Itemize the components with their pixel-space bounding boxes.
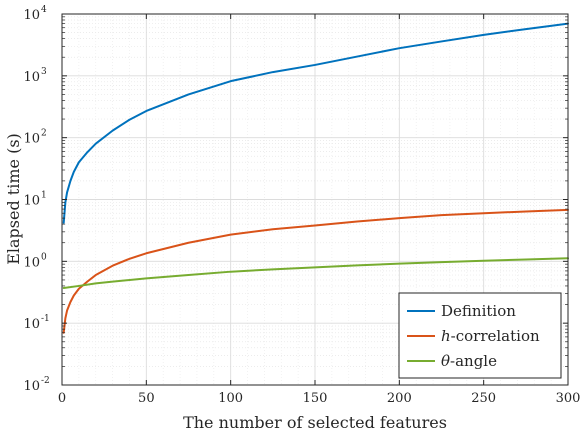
series-line (62, 22, 569, 224)
series-lines (62, 22, 569, 334)
y-tick-exponent: -2 (41, 376, 50, 386)
legend: Definition h-correlation θ-angle (398, 292, 562, 379)
y-tick-label: 10 (23, 132, 40, 147)
x-tick-label: 0 (58, 391, 66, 406)
y-axis-label: Elapsed time (s) (4, 133, 23, 265)
y-tick-label: 10 (23, 194, 40, 209)
y-tick-label: 10 (23, 8, 40, 23)
x-tick-label: 300 (556, 391, 581, 406)
x-tick-label: 50 (138, 391, 155, 406)
y-tick-exponent: 1 (41, 191, 47, 201)
y-tick-exponent: 0 (41, 252, 47, 262)
legend-label: h-correlation (441, 327, 540, 345)
x-tick-label: 100 (218, 391, 243, 406)
x-tick-labels: 0 50 100 150 200 250 300 (58, 391, 581, 406)
y-tick-label: 10 (23, 379, 40, 394)
x-tick-label: 150 (303, 391, 328, 406)
y-tick-label: 10 (23, 70, 40, 85)
y-tick-exponent: 4 (41, 5, 47, 15)
y-tick-exponent: 2 (41, 129, 47, 139)
series-line (62, 208, 569, 334)
x-tick-label: 250 (471, 391, 496, 406)
legend-label: Definition (441, 302, 516, 320)
x-tick-label: 200 (387, 391, 412, 406)
y-tick-label: 10 (23, 255, 40, 270)
x-axis-label: The number of selected features (183, 413, 447, 432)
y-tick-exponent: 3 (41, 67, 47, 77)
y-tick-exponent: -1 (41, 314, 50, 324)
y-tick-label: 10 (23, 317, 40, 332)
axis-ticks (61, 13, 569, 386)
series-line (62, 257, 569, 290)
legend-label: θ-angle (441, 352, 497, 370)
